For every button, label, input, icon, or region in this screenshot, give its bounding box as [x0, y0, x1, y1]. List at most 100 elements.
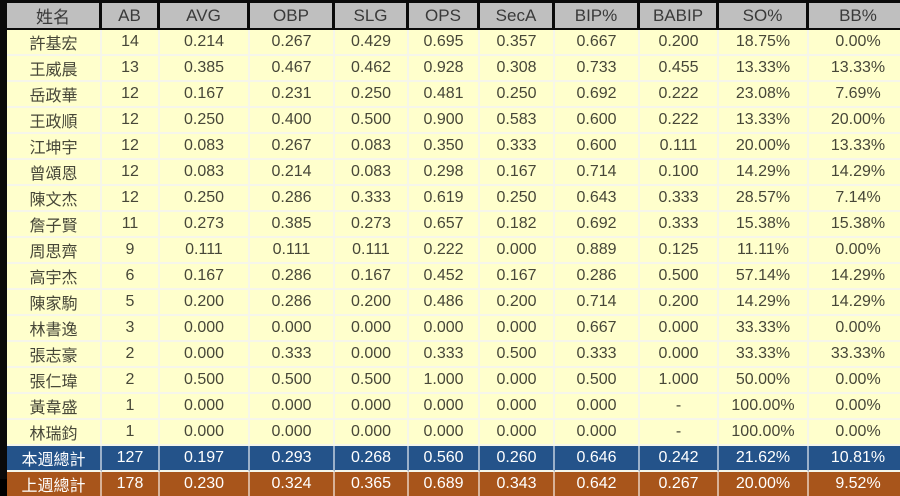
column-header: AB: [102, 3, 160, 30]
stat-cell: 0.467: [250, 56, 335, 82]
stat-cell: 0.267: [250, 30, 335, 56]
total-stat-cell: 0.646: [555, 446, 640, 472]
stat-cell: 0.000: [640, 342, 719, 368]
total-stat-cell: 0.689: [409, 472, 480, 496]
stat-cell: 0.600: [555, 108, 640, 134]
stat-cell: 0.286: [250, 264, 335, 290]
stat-cell: 0.222: [640, 82, 719, 108]
total-stat-cell: 0.230: [160, 472, 250, 496]
stat-cell: 0.692: [555, 212, 640, 238]
stat-cell: 12: [102, 186, 160, 212]
player-name-cell: 陳家駒: [7, 290, 102, 316]
stat-cell: 0.167: [480, 264, 555, 290]
stat-cell: -: [640, 420, 719, 446]
table-row: 陳家駒 5 0.200 0.286 0.200 0.486 0.200 0.714 0.200 1…: [7, 290, 900, 316]
total-stat-cell: 20.00%: [719, 472, 809, 496]
stat-cell: 0.000: [480, 394, 555, 420]
stat-cell: 0.111: [160, 238, 250, 264]
stat-cell: 0.714: [555, 290, 640, 316]
stat-cell: 0.083: [160, 134, 250, 160]
player-name-cell: 陳文杰: [7, 186, 102, 212]
stat-cell: 0.200: [480, 290, 555, 316]
column-header: SecA: [480, 3, 555, 30]
stat-cell: 0.000: [409, 316, 480, 342]
stat-cell: 0.333: [480, 134, 555, 160]
table-header: 姓名 AB AVG OBP SLG OPS SecA BIP% BABIP SO% BB%: [7, 3, 900, 30]
stat-cell: 0.429: [335, 30, 409, 56]
stat-cell: 0.000: [409, 394, 480, 420]
stat-cell: 0.125: [640, 238, 719, 264]
stat-cell: 0.222: [640, 108, 719, 134]
stat-cell: 0.267: [250, 134, 335, 160]
total-stat-cell: 0.324: [250, 472, 335, 496]
stat-cell: 0.308: [480, 56, 555, 82]
column-header: BABIP: [640, 3, 719, 30]
stat-cell: 0.222: [409, 238, 480, 264]
stat-cell: 7.14%: [809, 186, 900, 212]
stat-cell: 0.333: [250, 342, 335, 368]
stat-cell: 0.167: [160, 82, 250, 108]
player-name-cell: 王威晨: [7, 56, 102, 82]
stat-cell: 1.000: [409, 368, 480, 394]
stat-cell: 0.273: [160, 212, 250, 238]
stat-cell: 14.29%: [719, 160, 809, 186]
stat-cell: 0.900: [409, 108, 480, 134]
stat-cell: 0.167: [335, 264, 409, 290]
table-row: 岳政華 12 0.167 0.231 0.250 0.481 0.250 0.692 0.222…: [7, 82, 900, 108]
stat-cell: 0.083: [160, 160, 250, 186]
column-header: 姓名: [7, 3, 102, 30]
total-stat-cell: 0.268: [335, 446, 409, 472]
stat-cell: 0.500: [640, 264, 719, 290]
stat-cell: 15.38%: [719, 212, 809, 238]
stat-cell: 0.167: [480, 160, 555, 186]
stat-cell: 0.111: [250, 238, 335, 264]
stat-cell: 14: [102, 30, 160, 56]
stat-cell: 1: [102, 420, 160, 446]
stat-cell: 0.00%: [809, 316, 900, 342]
stat-cell: 7.69%: [809, 82, 900, 108]
stat-cell: 0.000: [480, 420, 555, 446]
table-row: 王威晨 13 0.385 0.467 0.462 0.928 0.308 0.733 0.455…: [7, 56, 900, 82]
stat-cell: 0.200: [335, 290, 409, 316]
column-header: SO%: [719, 3, 809, 30]
stat-cell: 0.400: [250, 108, 335, 134]
stat-cell: 0.250: [160, 108, 250, 134]
table-row: 許基宏 14 0.214 0.267 0.429 0.695 0.357 0.667 0.200…: [7, 30, 900, 56]
stat-cell: 0.000: [335, 394, 409, 420]
stat-cell: 0.200: [640, 30, 719, 56]
stat-cell: 0.500: [250, 368, 335, 394]
stat-cell: 13.33%: [809, 134, 900, 160]
stat-cell: 13.33%: [719, 56, 809, 82]
stat-cell: 0.000: [160, 394, 250, 420]
stat-cell: 0.000: [335, 420, 409, 446]
table-row: 林瑞鈞 1 0.000 0.000 0.000 0.000 0.000 0.000-100.0…: [7, 420, 900, 446]
stat-cell: 0.214: [160, 30, 250, 56]
stat-cell: 0.486: [409, 290, 480, 316]
column-header: AVG: [160, 3, 250, 30]
stat-cell: 0.167: [160, 264, 250, 290]
stat-cell: 13.33%: [719, 108, 809, 134]
player-name-cell: 黃韋盛: [7, 394, 102, 420]
stat-cell: 14.29%: [809, 264, 900, 290]
stat-cell: 0.385: [160, 56, 250, 82]
player-name-cell: 許基宏: [7, 30, 102, 56]
table-row: 陳文杰 12 0.250 0.286 0.333 0.619 0.250 0.643 0.333…: [7, 186, 900, 212]
stat-cell: 0.452: [409, 264, 480, 290]
total-stat-cell: 0.293: [250, 446, 335, 472]
player-name-cell: 林瑞鈞: [7, 420, 102, 446]
stat-cell: 1.000: [640, 368, 719, 394]
table-row: 黃韋盛 1 0.000 0.000 0.000 0.000 0.000 0.000-100.0…: [7, 394, 900, 420]
stat-cell: 0.600: [555, 134, 640, 160]
total-stat-cell: 0.267: [640, 472, 719, 496]
stat-cell: 20.00%: [809, 108, 900, 134]
stat-cell: 12: [102, 82, 160, 108]
stat-cell: 0.692: [555, 82, 640, 108]
stat-cell: 0.385: [250, 212, 335, 238]
stat-cell: 9: [102, 238, 160, 264]
stat-cell: 33.33%: [719, 342, 809, 368]
stat-cell: 11: [102, 212, 160, 238]
stat-cell: 0.500: [335, 108, 409, 134]
stat-cell: 13.33%: [809, 56, 900, 82]
stat-cell: 0.500: [335, 368, 409, 394]
player-name-cell: 曾頌恩: [7, 160, 102, 186]
